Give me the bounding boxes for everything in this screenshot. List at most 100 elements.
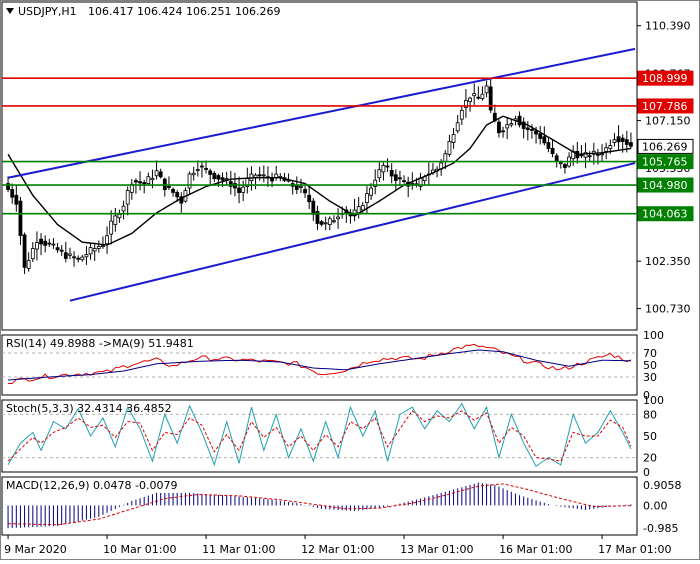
candle-body xyxy=(369,187,373,196)
candle-body xyxy=(480,93,485,100)
candle-body xyxy=(294,185,299,190)
candle-body xyxy=(138,181,142,184)
candle-body xyxy=(385,165,390,168)
candle-body xyxy=(43,240,48,246)
candle-body xyxy=(410,182,415,185)
price-level-label: 106.269 xyxy=(642,140,688,153)
candle-body xyxy=(505,124,510,129)
candle-body xyxy=(616,136,621,143)
time-tick-label: 12 Mar 01:00 xyxy=(301,543,374,556)
resistance-level-label: 107.786 xyxy=(642,100,688,113)
candle-body xyxy=(530,128,534,131)
candle-body xyxy=(501,130,505,133)
candle-body xyxy=(381,164,386,173)
channel-lower-line xyxy=(69,162,636,302)
stoch-header: Stoch(5,3,3) 32.4314 36.4852 xyxy=(6,402,172,415)
candle-body xyxy=(220,177,225,181)
rsi-ma-line xyxy=(8,349,631,381)
candle-body xyxy=(558,162,563,165)
resistance-level-tag xyxy=(637,70,694,86)
candle-body xyxy=(377,169,382,179)
support-level-tag xyxy=(637,154,694,170)
price-tick-label: 110.390 xyxy=(645,20,691,33)
support-level-label: 104.063 xyxy=(642,208,688,221)
candle-body xyxy=(80,256,85,261)
candle-body xyxy=(146,176,151,184)
rsi-header: RSI(14) 49.8988 ->MA(9) 51.9481 xyxy=(6,337,194,350)
candle-body xyxy=(484,85,489,94)
stoch-tick-label: 0 xyxy=(643,466,650,479)
candle-body xyxy=(488,86,493,111)
candle-body xyxy=(600,153,604,156)
candle-body xyxy=(509,123,514,126)
candle-body xyxy=(451,134,456,143)
time-tick-label: 16 Mar 01:00 xyxy=(499,543,572,556)
candle-body xyxy=(121,205,126,212)
support-level-label: 104.980 xyxy=(642,179,688,192)
candle-body xyxy=(476,96,481,99)
price-tick-label: 102.350 xyxy=(645,255,691,268)
candle-body xyxy=(195,169,200,171)
macd-header: MACD(12,26,9) 0.0478 -0.0079 xyxy=(6,479,177,492)
candle-body xyxy=(84,254,89,258)
candle-body xyxy=(563,164,567,168)
candle-body xyxy=(550,148,555,155)
candle-body xyxy=(88,247,93,255)
candle-body xyxy=(200,165,204,168)
candle-body xyxy=(47,242,52,245)
candle-body xyxy=(365,193,369,204)
macd-pane-frame xyxy=(1,476,638,536)
time-tick-label: 13 Mar 01:00 xyxy=(400,543,473,556)
candle-body xyxy=(332,220,336,223)
candle-body xyxy=(179,196,184,204)
candle-body xyxy=(224,178,229,181)
price-tick-label: 100.730 xyxy=(645,303,691,316)
candle-body xyxy=(624,139,629,145)
macd-tick-label: 0.00 xyxy=(643,499,668,512)
candle-body xyxy=(360,205,365,211)
candle-body xyxy=(447,140,452,155)
main-pane-frame xyxy=(1,1,638,331)
rsi-pane-frame xyxy=(1,334,638,396)
candle-body xyxy=(620,137,625,142)
candle-body xyxy=(315,210,320,224)
support-level-tag xyxy=(637,206,694,222)
candle-body xyxy=(459,110,464,120)
rsi-rsi-line xyxy=(8,343,632,385)
rsi-tick-label: 30 xyxy=(643,371,657,384)
time-tick-label: 10 Mar 01:00 xyxy=(103,543,176,556)
moving-average-line xyxy=(7,115,632,246)
candle-body xyxy=(142,182,147,185)
stoch-signal-line xyxy=(7,410,632,462)
candle-body xyxy=(257,174,262,177)
time-tick-label: 17 Mar 01:00 xyxy=(598,543,671,556)
candle-body xyxy=(105,235,109,245)
candle-body xyxy=(472,93,477,97)
triangle-down-icon[interactable] xyxy=(6,8,14,14)
candle-body xyxy=(228,181,233,187)
candle-body xyxy=(261,174,266,177)
candle-body xyxy=(237,187,241,194)
rsi-tick-label: 0 xyxy=(643,389,650,402)
candle-body xyxy=(319,221,324,225)
candle-body xyxy=(14,194,19,205)
candle-body xyxy=(167,186,171,188)
candle-body xyxy=(76,257,81,260)
stoch-tick-label: 80 xyxy=(643,408,657,421)
candle-body xyxy=(191,172,196,176)
stoch-tick-label: 50 xyxy=(643,430,657,443)
candle-body xyxy=(125,190,130,205)
candle-body xyxy=(55,247,60,251)
price-tick-label: 107.150 xyxy=(645,115,691,128)
candle-body xyxy=(208,170,213,175)
candle-body xyxy=(554,155,559,162)
candle-body xyxy=(336,216,340,220)
sto-pane-frame xyxy=(1,399,638,473)
macd-tick-label: -0.985 xyxy=(643,522,678,535)
candle-body xyxy=(497,121,501,134)
symbol-label: USDJPY,H1 xyxy=(18,5,77,18)
candle-body xyxy=(538,133,543,139)
candle-body xyxy=(68,253,72,256)
time-tick-label: 9 Mar 2020 xyxy=(4,543,67,556)
